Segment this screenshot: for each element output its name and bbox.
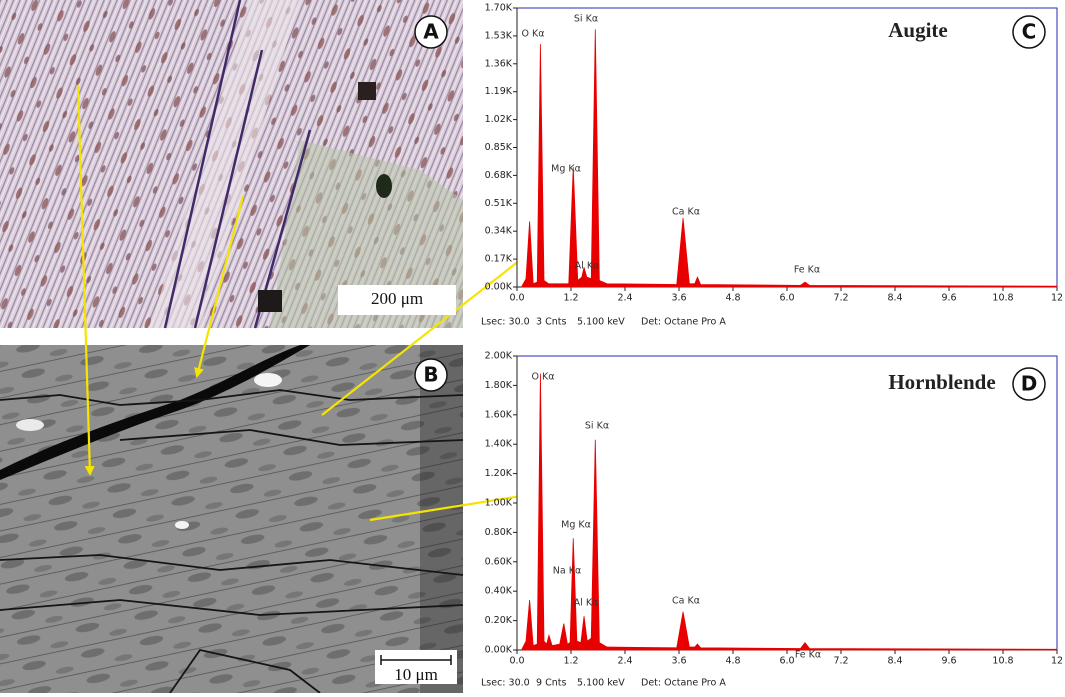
x-tick-label: 0.0	[509, 656, 524, 667]
peak-label: Fe Kα	[794, 265, 820, 276]
y-tick-label: 1.60K	[485, 409, 513, 420]
panel-label: C	[1022, 20, 1037, 44]
panel-label: A	[423, 20, 439, 44]
peak-label: Ca Kα	[672, 207, 700, 218]
peak-label: Ca Kα	[672, 596, 700, 607]
x-tick-label: 10.8	[992, 293, 1013, 304]
spectrum	[520, 29, 1058, 288]
peak-label: O Kα	[522, 29, 545, 40]
y-tick-label: 0.68K	[485, 170, 513, 181]
peak-label: Si Kα	[574, 14, 598, 25]
x-tick-label: 1.2	[563, 293, 578, 304]
x-tick-label: 6.0	[779, 293, 794, 304]
footer-text: Lsec: 30.0	[481, 317, 530, 328]
panel-circle	[1012, 367, 1046, 401]
x-tick-label: 3.6	[671, 293, 686, 304]
y-tick-label: 0.00K	[485, 645, 513, 656]
y-tick-label: 1.80K	[485, 380, 513, 391]
scale-bar-label: 200 μm	[371, 289, 423, 308]
y-tick-label: 0.85K	[485, 142, 513, 153]
x-tick-label: 4.8	[725, 293, 740, 304]
footer-text: 3 Cnts	[536, 317, 566, 328]
panel-label-b: B	[414, 358, 448, 392]
spectrum-chart: 0.00K 0.20K 0.40K 0.60K 0.80K 1.00K 1.20K 1.40K…	[481, 351, 1063, 689]
x-tick-label: 1.2	[563, 656, 578, 667]
peak-label: Si Kα	[585, 421, 609, 432]
x-tick-label: 7.2	[833, 656, 848, 667]
peak-label: Al Kα	[574, 598, 599, 609]
chart-title: Hornblende	[888, 370, 995, 394]
peak-label: O Kα	[532, 372, 555, 383]
panel-circle	[1012, 15, 1046, 49]
spectrum-chart: 0.00K 0.17K 0.34K 0.51K 0.68K 0.85K 1.02K 1.19K…	[481, 3, 1063, 328]
y-tick-label: 0.40K	[485, 586, 513, 597]
y-tick-label: 0.00K	[485, 282, 513, 293]
x-tick-label: 8.4	[887, 293, 902, 304]
x-tick-label: 12	[1051, 293, 1063, 304]
y-tick-label: 1.53K	[485, 30, 513, 41]
y-tick-label: 1.20K	[485, 468, 513, 479]
y-tick-label: 2.00K	[485, 351, 513, 362]
peak-label: Mg Kα	[551, 164, 581, 175]
micrograph-a	[0, 0, 463, 329]
panel-label: B	[423, 363, 438, 387]
x-tick-label: 8.4	[887, 656, 902, 667]
x-tick-label: 12	[1051, 656, 1063, 667]
chart-title: Augite	[888, 18, 948, 42]
y-tick-label: 1.40K	[485, 439, 513, 450]
footer-text: 5.100 keV	[577, 678, 625, 689]
x-tick-label: 2.4	[617, 656, 632, 667]
y-tick-label: 1.36K	[485, 58, 513, 69]
y-tick-label: 1.19K	[485, 86, 513, 97]
x-tick-label: 7.2	[833, 293, 848, 304]
scale-bar-b: 10 μm	[375, 650, 457, 684]
footer-text: 5.100 keV	[577, 317, 625, 328]
y-tick-label: 0.51K	[485, 198, 513, 209]
footer-text: Lsec: 30.0	[481, 678, 530, 689]
panel-label-a: A	[414, 15, 448, 49]
y-tick-label: 0.60K	[485, 556, 513, 567]
peak-label: Na Kα	[553, 566, 581, 577]
footer-text: Det: Octane Pro A	[641, 678, 726, 689]
x-tick-label: 9.6	[941, 656, 956, 667]
y-tick-label: 0.17K	[485, 254, 513, 265]
peak-label: Mg Kα	[561, 520, 591, 531]
peak-label: Al Kα	[575, 261, 600, 272]
x-tick-label: 4.8	[725, 656, 740, 667]
scale-bar-label: 10 μm	[394, 665, 438, 684]
y-tick-label: 0.20K	[485, 615, 513, 626]
scale-bar-a: 200 μm	[338, 285, 456, 315]
peak-label: Fe Kα	[795, 650, 821, 661]
x-tick-label: 10.8	[992, 656, 1013, 667]
spectrum	[520, 373, 1058, 651]
y-tick-label: 1.02K	[485, 114, 513, 125]
x-tick-label: 0.0	[509, 293, 524, 304]
x-tick-label: 9.6	[941, 293, 956, 304]
footer-text: Det: Octane Pro A	[641, 317, 726, 328]
panel-label: D	[1021, 372, 1038, 396]
y-tick-label: 0.34K	[485, 226, 513, 237]
x-tick-label: 2.4	[617, 293, 632, 304]
y-tick-label: 1.70K	[485, 3, 513, 14]
micrograph-b	[0, 345, 464, 694]
y-tick-label: 1.00K	[485, 498, 513, 509]
x-tick-label: 6.0	[779, 656, 794, 667]
footer-text: 9 Cnts	[536, 678, 566, 689]
plot-frame	[516, 355, 1058, 651]
x-tick-label: 3.6	[671, 656, 686, 667]
plot-frame	[516, 7, 1058, 288]
y-tick-label: 0.80K	[485, 527, 513, 538]
